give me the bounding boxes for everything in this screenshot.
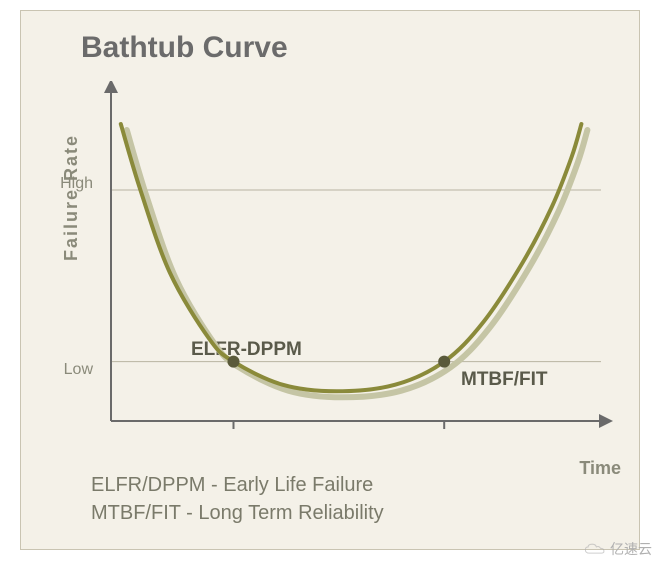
legend-line-2: MTBF/FIT - Long Term Reliability: [91, 499, 384, 527]
chart-title: Bathtub Curve: [81, 31, 288, 65]
chart-area: Failure Rate Time High Low ELFR-DPPM MTB…: [61, 81, 621, 451]
chart-svg: [61, 81, 621, 451]
legend: ELFR/DPPM - Early Life Failure MTBF/FIT …: [91, 471, 384, 527]
legend-line-1: ELFR/DPPM - Early Life Failure: [91, 471, 384, 499]
cloud-icon: [584, 542, 606, 556]
chart-card: Bathtub Curve Failure Rate Time High Low…: [20, 10, 640, 550]
watermark-text: 亿速云: [610, 539, 652, 559]
x-axis-label: Time: [579, 458, 621, 479]
watermark: 亿速云: [584, 539, 652, 559]
